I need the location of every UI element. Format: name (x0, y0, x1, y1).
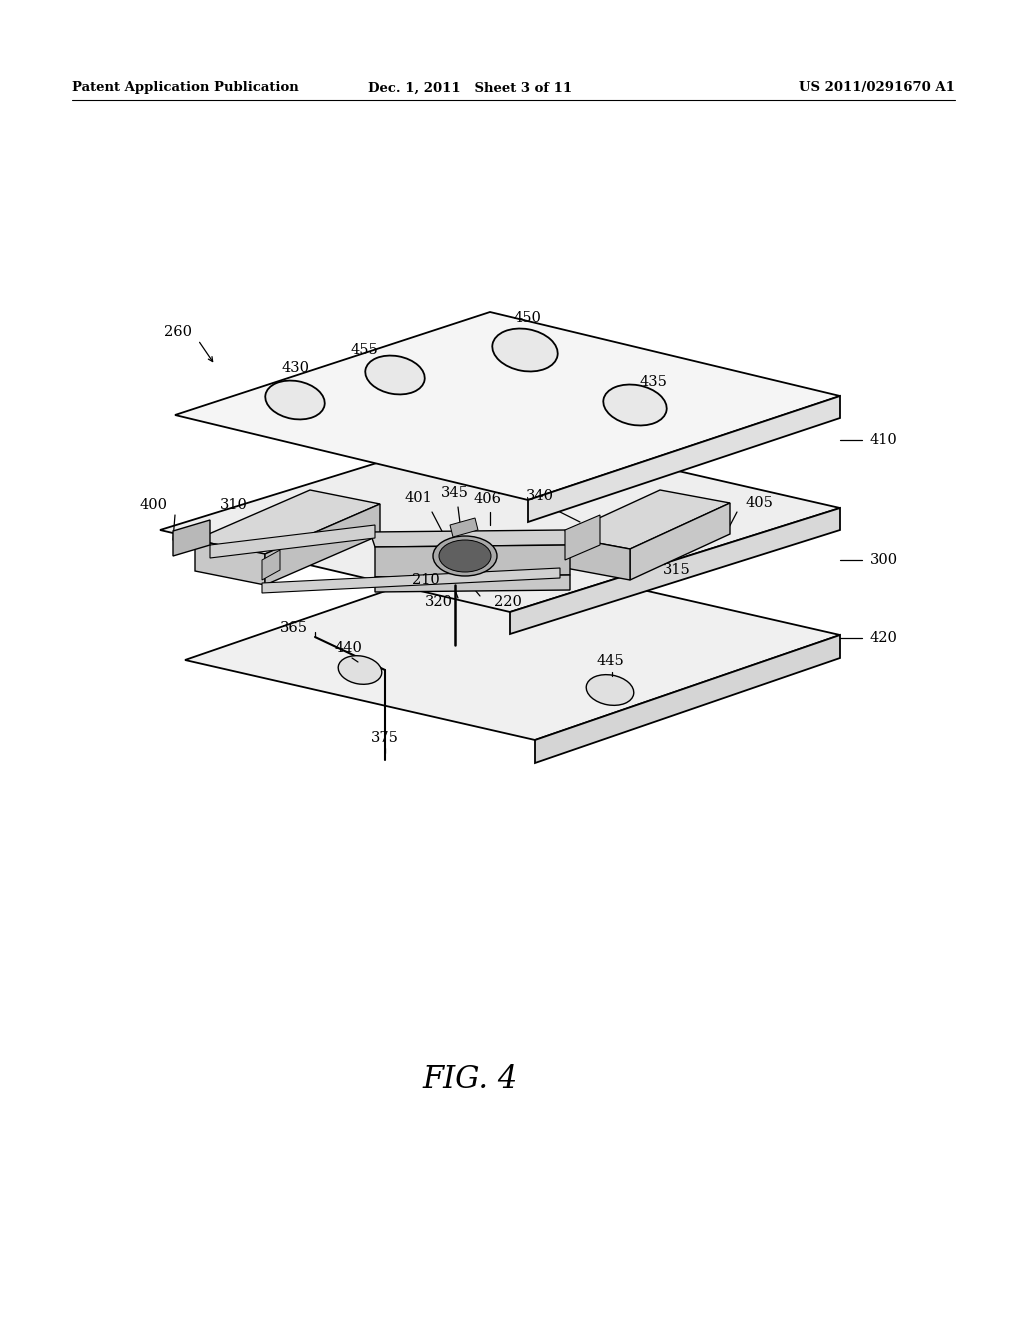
Polygon shape (262, 550, 280, 579)
Polygon shape (160, 428, 840, 612)
Polygon shape (173, 520, 210, 556)
Text: 315: 315 (663, 564, 691, 577)
Polygon shape (195, 490, 380, 554)
Text: 365: 365 (280, 620, 308, 635)
Polygon shape (535, 635, 840, 763)
Ellipse shape (433, 536, 497, 576)
Polygon shape (565, 515, 600, 560)
Text: 220: 220 (494, 595, 522, 609)
Ellipse shape (338, 656, 382, 684)
Text: 405: 405 (745, 496, 773, 510)
Polygon shape (450, 517, 478, 537)
Text: 210: 210 (413, 573, 440, 587)
Polygon shape (560, 490, 730, 549)
Text: 320: 320 (425, 595, 453, 609)
Text: 450: 450 (513, 312, 541, 325)
Polygon shape (510, 508, 840, 634)
Text: 435: 435 (640, 375, 668, 389)
Ellipse shape (603, 384, 667, 425)
Polygon shape (265, 504, 380, 585)
Text: 406: 406 (474, 492, 502, 506)
Ellipse shape (366, 355, 425, 395)
Polygon shape (210, 525, 375, 558)
Ellipse shape (439, 540, 490, 572)
Text: 410: 410 (870, 433, 898, 447)
Text: 345: 345 (441, 486, 469, 500)
Polygon shape (175, 312, 840, 500)
Polygon shape (185, 554, 840, 741)
Text: 310: 310 (220, 498, 248, 512)
Text: Patent Application Publication: Patent Application Publication (72, 82, 299, 95)
Text: FIG. 4: FIG. 4 (422, 1064, 517, 1096)
Text: 401: 401 (404, 491, 432, 506)
Text: 430: 430 (281, 360, 309, 375)
Polygon shape (262, 568, 560, 593)
Polygon shape (528, 396, 840, 521)
Polygon shape (195, 540, 265, 585)
Polygon shape (560, 536, 630, 579)
Text: US 2011/0291670 A1: US 2011/0291670 A1 (799, 82, 955, 95)
Text: 375: 375 (371, 731, 399, 744)
Text: Dec. 1, 2011   Sheet 3 of 11: Dec. 1, 2011 Sheet 3 of 11 (368, 82, 572, 95)
Polygon shape (375, 576, 570, 591)
Text: 455: 455 (350, 343, 378, 356)
Ellipse shape (265, 380, 325, 420)
Text: 420: 420 (870, 631, 898, 645)
Text: 300: 300 (870, 553, 898, 568)
Text: 400: 400 (140, 498, 168, 512)
Polygon shape (370, 531, 570, 546)
Polygon shape (375, 545, 570, 577)
Polygon shape (630, 503, 730, 579)
Text: 445: 445 (596, 653, 624, 668)
Text: 340: 340 (526, 488, 554, 503)
Text: 440: 440 (334, 642, 361, 655)
Text: 260: 260 (164, 325, 193, 339)
Ellipse shape (493, 329, 558, 371)
Ellipse shape (586, 675, 634, 705)
